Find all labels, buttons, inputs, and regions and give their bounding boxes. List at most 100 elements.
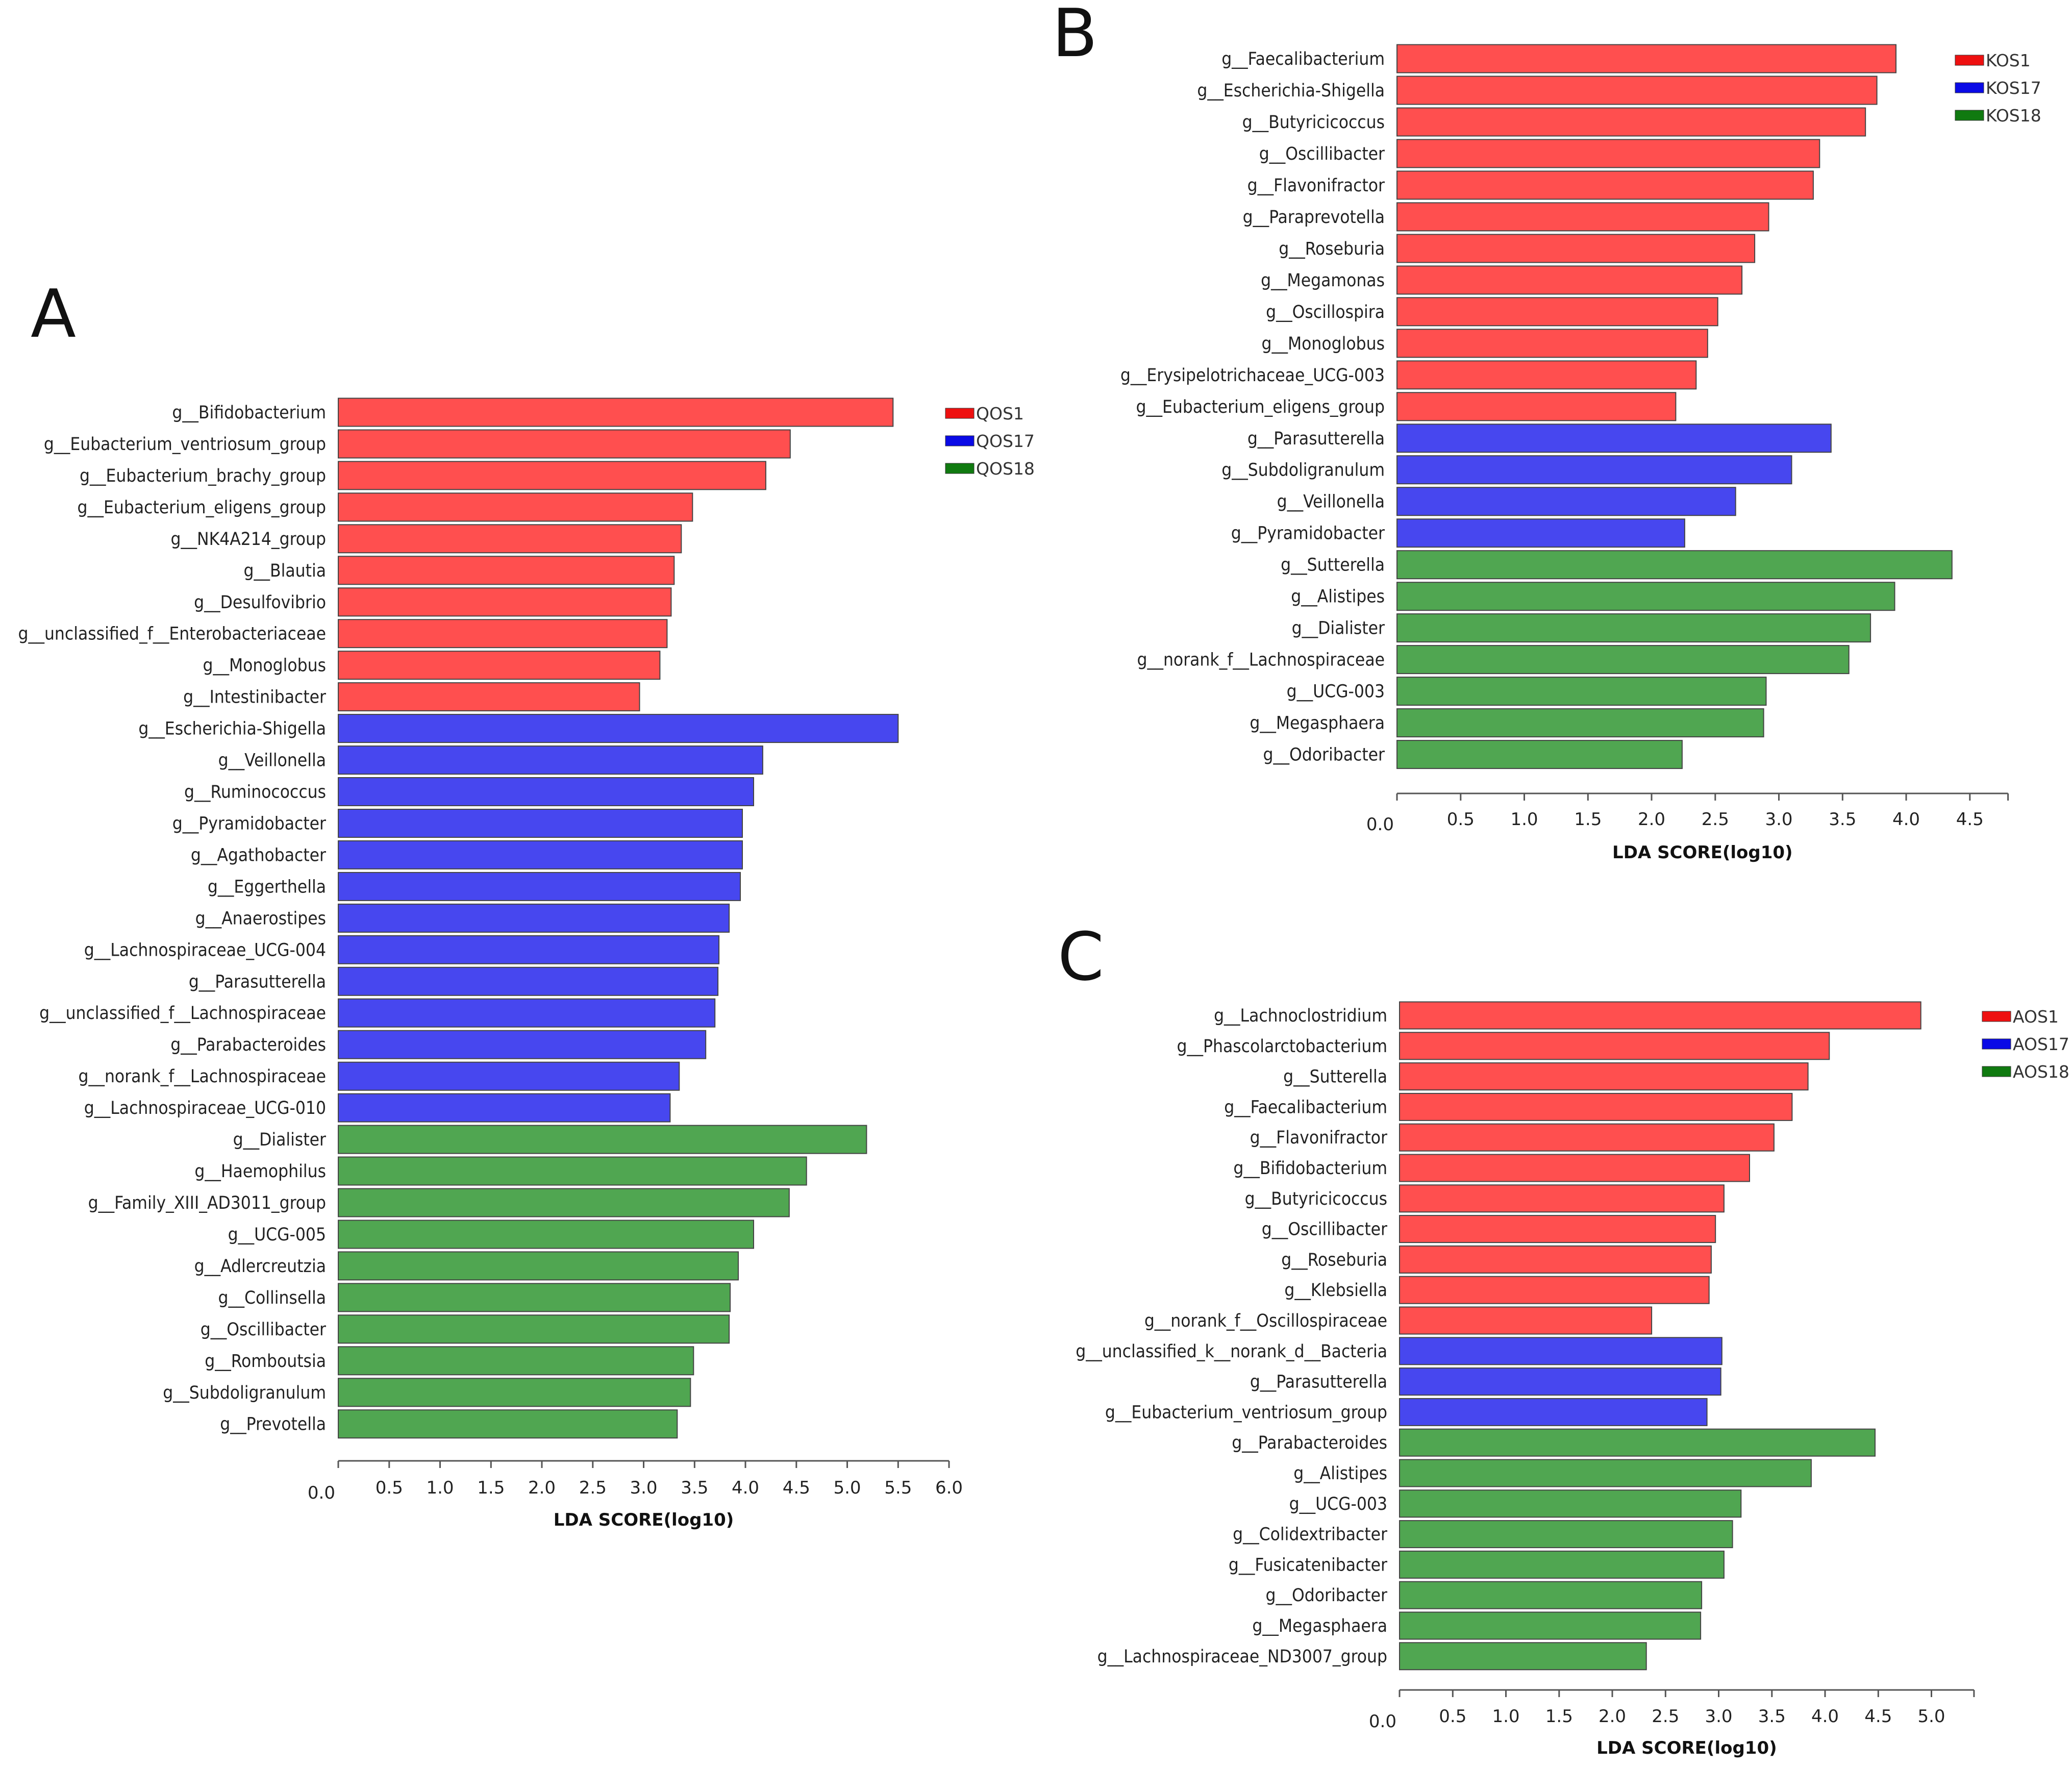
lda-bar <box>1396 613 1871 643</box>
taxon-label: g__Roseburia <box>1281 1250 1387 1270</box>
x-tick-label: 2.0 <box>1638 809 1665 830</box>
taxon-label: g__Subdoligranulum <box>163 1383 326 1403</box>
taxon-label: g__Eubacterium_ventriosum_group <box>1105 1402 1387 1423</box>
lda-bar <box>338 935 720 964</box>
lda-bar <box>1396 265 1743 295</box>
lda-bar <box>1396 582 1895 611</box>
x-tick-label: 0.0 <box>308 1483 335 1503</box>
lda-bar <box>1396 455 1792 485</box>
taxon-label: g__Oscillibacter <box>201 1320 326 1340</box>
panel-c-chart: Cg__Lachnoclostridium g__Phascolarctobact… <box>1058 918 2069 1758</box>
lda-bar <box>1399 1550 1725 1579</box>
taxon-label: g__Intestinibacter <box>183 687 326 708</box>
lda-bar <box>338 1314 730 1344</box>
lda-bar <box>1396 645 1850 675</box>
legend-label: QOS17 <box>976 431 1035 451</box>
x-tick-label: 5.0 <box>1917 1706 1945 1727</box>
taxon-label: g__Agathobacter <box>191 845 326 865</box>
lda-bar <box>338 1283 731 1312</box>
lda-bar <box>338 966 719 996</box>
taxon-label: g__Collinsella <box>218 1288 326 1308</box>
lda-bar <box>1399 1092 1793 1121</box>
x-tick-label: 5.5 <box>884 1478 912 1498</box>
taxon-label: g__Blautia <box>244 561 326 581</box>
lda-bar <box>338 1409 678 1439</box>
taxon-label: g__Lachnospiraceae_UCG-004 <box>84 940 326 960</box>
lda-bar <box>1396 44 1896 73</box>
taxon-label: g__Faecalibacterium <box>1224 1097 1387 1117</box>
lda-bar <box>338 619 668 649</box>
x-tick-label: 3.0 <box>630 1478 657 1498</box>
x-tick-label: 4.0 <box>732 1478 759 1498</box>
x-tick-label: 0.0 <box>1366 814 1394 835</box>
x-axis-title: LDA SCORE(log10) <box>554 1510 734 1530</box>
lda-bar <box>1399 1215 1716 1243</box>
taxon-label: g__Megasphaera <box>1252 1616 1387 1636</box>
lda-bar <box>338 587 672 617</box>
lda-bar <box>338 1220 754 1249</box>
taxon-label: g__Paraprevotella <box>1243 207 1385 228</box>
lda-bar <box>338 1188 790 1217</box>
lda-bar <box>338 745 763 775</box>
x-tick-label: 2.0 <box>528 1478 556 1498</box>
lda-bar <box>1396 708 1764 738</box>
taxon-label: g__Butyricicoccus <box>1242 112 1385 133</box>
x-tick-label: 4.5 <box>1864 1706 1892 1727</box>
lda-bar <box>338 461 766 490</box>
taxon-label: g__Escherichia-Shigella <box>1197 81 1385 101</box>
taxon-label: g__unclassified_f__Enterobacteriaceae <box>18 624 327 644</box>
taxon-label: g__Haemophilus <box>194 1161 326 1182</box>
taxon-label: g__Colidextribacter <box>1233 1525 1387 1545</box>
legend-label: KOS1 <box>1986 51 2031 70</box>
taxon-label: g__Dialister <box>1292 618 1385 639</box>
taxon-label: g__Adlercreutzia <box>194 1256 326 1277</box>
lda-bar <box>1399 1184 1725 1213</box>
lda-bar <box>1396 487 1736 516</box>
lda-bar <box>338 682 640 712</box>
taxon-label: g__Odoribacter <box>1263 745 1385 765</box>
lda-bar <box>338 1125 867 1154</box>
lda-bar <box>338 840 743 869</box>
legend-swatch <box>1982 1038 2011 1050</box>
x-axis-title: LDA SCORE(log10) <box>1596 1738 1777 1758</box>
lda-bar <box>1396 107 1866 137</box>
panel-letter: B <box>1052 0 1097 72</box>
taxon-label: g__Flavonifractor <box>1250 1128 1387 1148</box>
taxon-label: g__Veillonella <box>1277 492 1385 512</box>
lda-bar <box>1399 1581 1703 1609</box>
taxon-label: g__Parasutterella <box>1250 1372 1387 1392</box>
lda-bar <box>1396 297 1718 327</box>
taxon-label: g__Fusicatenibacter <box>1229 1555 1387 1575</box>
x-tick-label: 2.5 <box>1702 809 1729 830</box>
taxon-label: g__Parasutterella <box>189 972 326 992</box>
taxon-label: g__Pyramidobacter <box>172 814 326 834</box>
taxon-label: g__Odoribacter <box>1266 1585 1388 1606</box>
legend-label: KOS18 <box>1986 106 2041 126</box>
taxon-label: g__Flavonifractor <box>1247 176 1385 196</box>
taxon-label: g__Ruminococcus <box>184 782 326 803</box>
lda-bar <box>1399 1611 1702 1640</box>
legend-label: KOS17 <box>1986 78 2041 98</box>
lda-bar <box>338 1251 739 1281</box>
taxon-label: g__UCG-003 <box>1287 682 1385 702</box>
taxon-label: g__Eubacterium_brachy_group <box>80 466 326 486</box>
lda-bar <box>1399 1062 1809 1091</box>
lda-bar <box>338 429 791 459</box>
x-tick-label: 2.0 <box>1599 1706 1626 1727</box>
lda-bar <box>338 524 682 554</box>
x-tick-label: 3.5 <box>1829 809 1856 830</box>
lda-bar <box>338 777 754 806</box>
taxon-label: g__Alistipes <box>1291 587 1385 607</box>
taxon-label: g__Oscillibacter <box>1262 1220 1387 1240</box>
x-tick-label: 0.5 <box>1447 809 1475 830</box>
taxon-label: g__Sutterella <box>1283 1067 1387 1087</box>
lda-bar <box>1399 1642 1647 1671</box>
lda-bar <box>338 397 894 427</box>
legend-swatch <box>1955 55 1984 66</box>
taxon-label: g__Escherichia-Shigella <box>138 719 326 739</box>
legend-swatch <box>945 463 975 474</box>
x-tick-label: 4.5 <box>783 1478 810 1498</box>
lda-bar <box>1396 424 1832 453</box>
